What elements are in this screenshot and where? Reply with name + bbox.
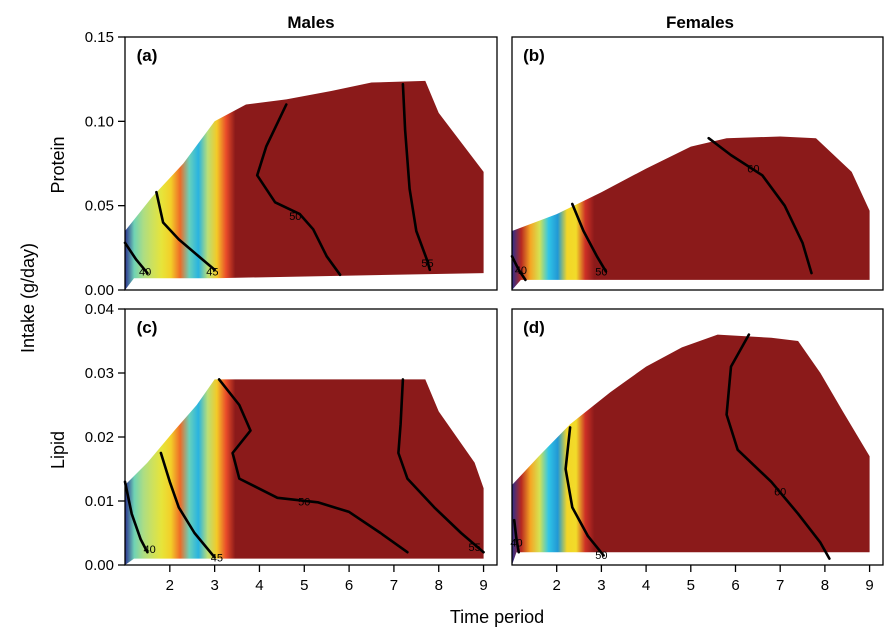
column-title-females: Females (666, 13, 734, 32)
row-title-protein: Protein (48, 136, 68, 193)
x-axis-title: Time period (450, 607, 544, 627)
contour-label-55: 55 (468, 542, 480, 554)
x-tick-label: 8 (435, 577, 443, 594)
contour-label-50: 50 (595, 550, 607, 562)
panel-letter: (d) (523, 318, 545, 337)
panel-frame (511, 36, 884, 291)
row-title-lipid: Lipid (48, 431, 68, 469)
contour-line-50 (255, 103, 342, 277)
contour-line-45 (159, 451, 216, 559)
surface-fill (512, 136, 870, 290)
panel-d: 40 50 60 (d) 2 3 4 5 6 7 8 9 (510, 308, 884, 594)
contour-line-55 (401, 82, 432, 272)
contour-line-60 (707, 136, 813, 275)
y-tick-label: 0.05 (85, 198, 114, 215)
y-tick-label: 0.15 (85, 29, 114, 46)
x-tick-label: 4 (642, 577, 650, 594)
contour-line-50 (217, 378, 409, 554)
y-tick-label: 0.02 (85, 429, 114, 446)
contour-line-60 (725, 333, 831, 560)
x-tick-label: 4 (255, 577, 263, 594)
contour-line-40 (512, 518, 520, 554)
contour-label-60: 60 (774, 486, 786, 498)
x-tick-label: 9 (479, 577, 487, 594)
contour-label-45: 45 (211, 552, 223, 564)
contour-label-60: 60 (747, 164, 759, 176)
x-tick-label: 3 (210, 577, 218, 594)
x-tick-label: 5 (687, 577, 695, 594)
y-tick-label: 0.00 (85, 282, 114, 299)
contour-line-40 (123, 241, 149, 275)
panel-frame (124, 36, 498, 291)
contour-label-40: 40 (515, 265, 527, 277)
y-axis-title: Intake (g/day) (18, 243, 38, 353)
y-tick-label: 0.00 (85, 557, 114, 574)
x-tick-label: 7 (776, 577, 784, 594)
panel-b: 40 50 60 (b) (510, 36, 884, 291)
panel-frame (511, 308, 884, 566)
x-tick-label: 6 (731, 577, 739, 594)
x-tick-label: 3 (597, 577, 605, 594)
contour-label-55: 55 (421, 258, 433, 270)
y-tick-label: 0.04 (85, 301, 114, 318)
contour-label-40: 40 (139, 266, 151, 278)
contour-label-50: 50 (289, 211, 301, 223)
x-tick-label: 2 (166, 577, 174, 594)
y-tick-label: 0.10 (85, 113, 114, 130)
contour-line-40 (123, 480, 149, 554)
x-tick-label: 2 (553, 577, 561, 594)
column-title-males: Males (287, 13, 334, 32)
y-tick-label: 0.01 (85, 493, 114, 510)
x-tick-label: 5 (300, 577, 308, 594)
contour-label-50: 50 (595, 266, 607, 278)
x-tick-label: 7 (390, 577, 398, 594)
panel-a: 40 45 50 55 (a) 0.00 0.05 0.10 0.15 (85, 29, 498, 299)
contour-label-45: 45 (206, 266, 218, 278)
contour-label-40: 40 (144, 544, 156, 556)
x-tick-label: 8 (821, 577, 829, 594)
contour-line-45 (155, 190, 216, 272)
x-tick-label: 9 (865, 577, 873, 594)
y-tick-label: 0.03 (85, 365, 114, 382)
contour-label-50: 50 (298, 497, 310, 509)
contour-line-55 (397, 378, 485, 554)
contour-line-50 (564, 426, 605, 557)
surface-fill (125, 379, 484, 565)
panel-letter: (b) (523, 46, 545, 65)
surface-fill (512, 334, 870, 565)
x-tick-label: 6 (345, 577, 353, 594)
panel-letter: (a) (137, 46, 158, 65)
surface-fill (125, 80, 484, 290)
panel-letter: (c) (137, 318, 158, 337)
contour-line-40 (510, 255, 527, 282)
contour-label-40: 40 (510, 538, 522, 550)
contour-line-50 (571, 202, 608, 273)
